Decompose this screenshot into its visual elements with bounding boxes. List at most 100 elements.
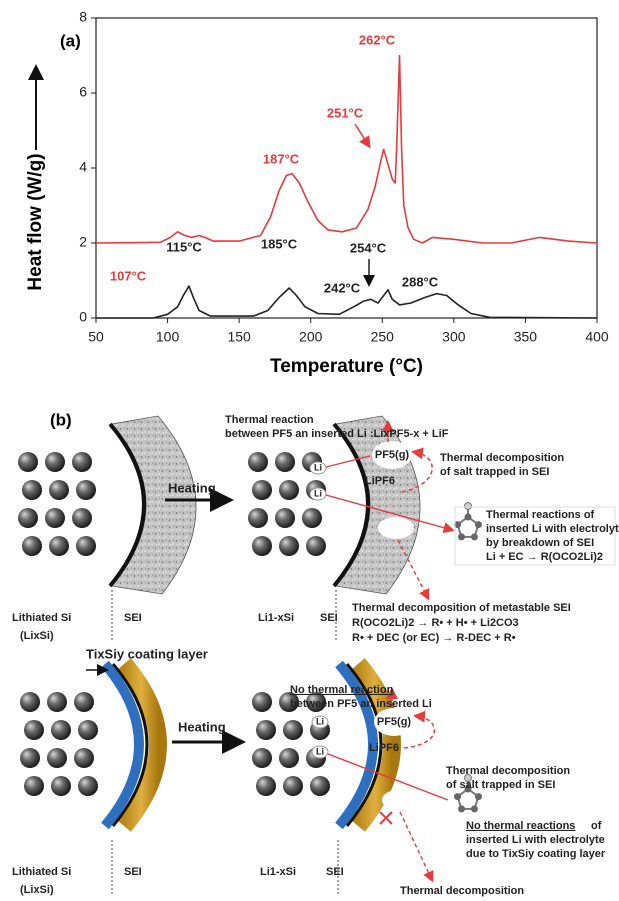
crack — [378, 517, 414, 539]
peak-annotation: 185°C — [261, 236, 298, 251]
atom — [256, 720, 276, 740]
schematic-text: of salt trapped in SEI — [446, 779, 555, 791]
atom — [74, 692, 94, 712]
molecule-atom — [464, 502, 472, 510]
peak-annotation: 251°C — [327, 105, 364, 120]
atom — [51, 776, 71, 796]
data-line — [95, 54, 598, 244]
atom — [248, 452, 268, 472]
data-line — [96, 285, 598, 319]
atom — [20, 692, 40, 712]
schematic-text: Thermal decomposition — [440, 452, 564, 464]
atom — [252, 536, 272, 556]
atom — [306, 692, 326, 712]
coating-layer — [101, 660, 144, 830]
molecule-atom — [464, 785, 472, 793]
atom — [310, 776, 330, 796]
schematic-text: No thermal reaction — [290, 684, 394, 696]
crack — [374, 708, 414, 736]
atom — [279, 692, 299, 712]
schematic-text: inserted Li with electrolyte — [466, 834, 605, 846]
schematic-text: due to TixSiy coating layer — [466, 848, 606, 860]
schematic-text: of salt trapped in SEI — [440, 466, 549, 478]
coating-layer — [335, 660, 378, 830]
y-tick-label: 6 — [79, 84, 87, 100]
schematic-text: Thermal decomposition of metastable SEI — [352, 602, 571, 614]
atom — [24, 720, 44, 740]
atom — [47, 748, 67, 768]
schematic-text: Thermal reaction — [225, 414, 314, 426]
peak-annotation: 187°C — [263, 151, 300, 166]
molecule-atom — [470, 533, 478, 541]
schematic-text: between PF5 an inserted Li :LixPF5-x + L… — [225, 428, 449, 440]
atom — [252, 748, 272, 768]
atom — [74, 748, 94, 768]
y-tick-label: 2 — [79, 234, 87, 250]
panel-label: (b) — [50, 410, 72, 429]
schematic-text: Thermal decomposition — [400, 885, 524, 897]
x-tick-label: 200 — [299, 329, 323, 345]
si-surface — [332, 422, 370, 588]
atom — [72, 508, 92, 528]
molecule-bond — [456, 505, 480, 538]
reaction-arrow — [401, 447, 433, 493]
black-layer — [345, 663, 383, 827]
crack — [372, 441, 412, 469]
atom — [49, 536, 69, 556]
schematic-text: Lithiated Si — [12, 866, 71, 878]
crack — [382, 790, 414, 810]
schematic-text: (LixSi) — [20, 630, 54, 642]
reaction-arrow — [325, 494, 455, 534]
atom — [76, 536, 96, 556]
schematic-text: inserted Li with electrolyte — [486, 523, 619, 535]
atom — [20, 748, 40, 768]
atom — [76, 480, 96, 500]
schematic-text: by breakdown of SEI — [486, 537, 594, 549]
schematic-text: Li — [314, 462, 322, 472]
atom — [22, 536, 42, 556]
atom — [45, 452, 65, 472]
molecule-atom — [464, 513, 472, 521]
peak-annotation: 288°C — [402, 274, 439, 289]
molecule-atom — [458, 805, 466, 813]
schematic-text: SEI — [326, 866, 344, 878]
schematic-text: Li1-xSi — [260, 866, 296, 878]
atom — [78, 720, 98, 740]
atom — [18, 452, 38, 472]
schematic-text: Li — [316, 716, 324, 726]
schematic-text: Heating — [178, 719, 226, 734]
atom — [22, 480, 42, 500]
atom — [279, 480, 299, 500]
schematic-text: of — [591, 820, 602, 832]
x-axis-label: Temperature (°C) — [270, 356, 423, 377]
molecule-atom — [458, 533, 466, 541]
atom — [275, 508, 295, 528]
reaction-arrow — [403, 710, 436, 749]
y-tick-label: 8 — [79, 9, 87, 25]
atom — [45, 508, 65, 528]
schematic-text: Heating — [168, 480, 216, 495]
y-tick-label: 0 — [79, 309, 87, 325]
atom — [283, 776, 303, 796]
peak-annotation: 254°C — [350, 240, 387, 255]
x-tick-label: 350 — [514, 329, 538, 345]
atom — [252, 692, 272, 712]
atom — [252, 480, 272, 500]
schematic-text: Li — [314, 488, 322, 498]
atom — [78, 776, 98, 796]
li-marker — [311, 745, 329, 759]
schematic-text: SEI — [124, 866, 142, 878]
atom — [275, 452, 295, 472]
peak-annotation: 107°C — [110, 268, 147, 283]
atom — [18, 508, 38, 528]
schematic-text: LiPF6 — [369, 742, 399, 754]
schematic-text: Thermal decomposition — [446, 765, 570, 777]
atom — [279, 748, 299, 768]
schematic-text: No thermal reactions — [466, 820, 575, 832]
reaction-arrow — [325, 455, 371, 468]
x-tick-label: 250 — [371, 329, 395, 345]
x-tick-label: 150 — [227, 329, 251, 345]
schematic-text: TixSiy coating layer — [86, 646, 208, 661]
atom — [306, 536, 326, 556]
